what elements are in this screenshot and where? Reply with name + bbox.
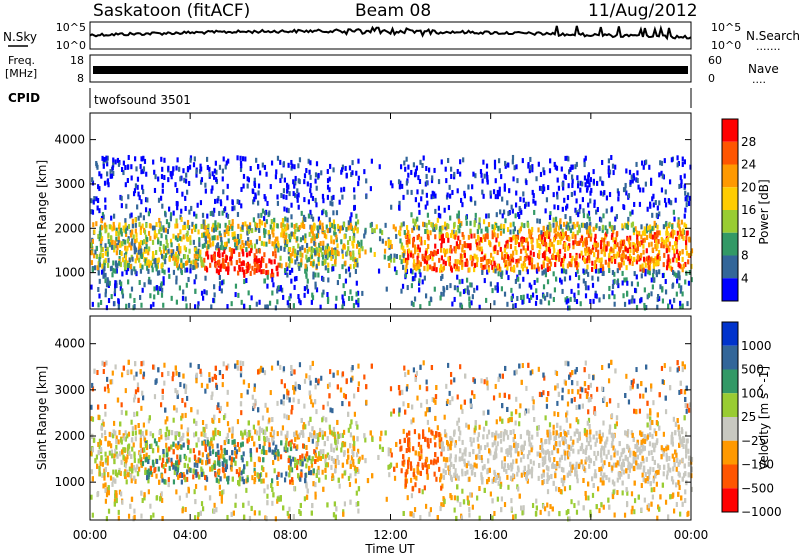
power-colorbar-swatch-1 <box>722 142 738 165</box>
vel-colorbar-swatch-4 <box>722 417 738 441</box>
nave-dots: .... <box>752 73 766 86</box>
vel-ytick-0: 1000 <box>54 475 85 489</box>
velocity-colorbar-label: Velocity [m s^-1] <box>757 366 771 470</box>
power-colorbar-tick-2: 20 <box>741 180 756 194</box>
vel-colorbar-swatch-1 <box>722 346 738 370</box>
freq-tick-bottom: 8 <box>77 72 84 85</box>
power-colorbar-swatch-7 <box>722 278 738 301</box>
nsky-right-tick-bottom: 10^0 <box>711 39 741 52</box>
x-tick-5: 20:00 <box>574 528 609 542</box>
freq-label-line1: Freq. <box>8 54 35 67</box>
date-label: 11/Aug/2012 <box>588 1 698 21</box>
power-panel: 1000 2000 3000 4000 Slant Range [km] 28 24 20… <box>35 113 771 311</box>
cpid-label: CPID <box>8 91 40 105</box>
nsky-right-tick-top: 10^5 <box>711 21 741 34</box>
vel-colorbar-swatch-2 <box>722 370 738 394</box>
power-colorbar-swatch-6 <box>722 256 738 279</box>
nsky-series <box>90 26 691 39</box>
power-colorbar-tick-6: 4 <box>741 271 749 285</box>
power-ytick-2: 3000 <box>54 177 85 191</box>
freq-series <box>93 66 688 74</box>
vel-colorbar-tick-3: 25 <box>741 410 756 424</box>
power-colorbar-tick-1: 24 <box>741 158 756 172</box>
vel-ytick-2: 3000 <box>54 383 85 397</box>
station-title: Saskatoon (fitACF) <box>93 1 250 21</box>
vel-colorbar-tick-7: −1000 <box>741 505 782 519</box>
nsky-tick-top: 10^5 <box>56 21 86 34</box>
power-ytick-3: 4000 <box>54 133 85 147</box>
power-colorbar-swatch-0 <box>722 119 738 142</box>
vel-ytick-1: 2000 <box>54 429 85 443</box>
x-axis-label: Time UT <box>364 542 415 554</box>
power-ytick-1: 2000 <box>54 221 85 235</box>
nave-tick-top: 60 <box>708 54 722 67</box>
vel-colorbar-swatch-6 <box>722 465 738 489</box>
x-tick-3: 12:00 <box>373 528 408 542</box>
nsky-label: N.Sky <box>3 30 37 44</box>
power-colorbar-swatch-2 <box>722 165 738 188</box>
freq-label-line2: [MHz] <box>5 67 37 80</box>
vel-ytick-3: 4000 <box>54 337 85 351</box>
power-ylabel: Slant Range [km] <box>35 160 49 264</box>
x-tick-1: 04:00 <box>173 528 208 542</box>
nsky-panel: N.Sky 10^5 10^0 10^5 10^0 N.Search .....… <box>3 21 800 53</box>
vel-colorbar-tick-6: −500 <box>741 481 774 495</box>
vel-colorbar-swatch-7 <box>722 488 738 512</box>
x-tick-0: 00:00 <box>73 528 108 542</box>
x-tick-2: 08:00 <box>273 528 308 542</box>
power-colorbar-swatch-4 <box>722 210 738 233</box>
power-colorbar-tick-0: 28 <box>741 135 756 149</box>
cpid-value: twofsound 3501 <box>94 93 191 107</box>
freq-panel: Freq. [MHz] 18 8 60 0 Nave .... <box>5 54 779 86</box>
nsearch-dots: ....... <box>756 40 780 53</box>
power-colorbar-swatch-3 <box>722 187 738 210</box>
power-colorbar-label: Power [dB] <box>757 179 771 244</box>
cpid-panel: CPID twofsound 3501 <box>8 88 691 108</box>
beam-label: Beam 08 <box>355 1 431 21</box>
power-ytick-0: 1000 <box>54 266 85 280</box>
freq-tick-top: 18 <box>70 54 84 67</box>
vel-colorbar-swatch-0 <box>722 322 738 346</box>
power-colorbar: 28 24 20 16 12 8 4 <box>722 119 756 301</box>
power-colorbar-tick-3: 16 <box>741 203 756 217</box>
nsky-tick-bottom: 10^0 <box>56 39 86 52</box>
power-colorbar-swatch-5 <box>722 233 738 256</box>
vel-colorbar-tick-0: 1000 <box>741 339 772 353</box>
power-colorbar-tick-5: 8 <box>741 249 749 263</box>
nave-tick-bottom: 0 <box>708 72 715 85</box>
x-tick-6: 00:00 <box>674 528 709 542</box>
vel-colorbar-swatch-5 <box>722 441 738 465</box>
power-colorbar-tick-4: 12 <box>741 226 756 240</box>
nsky-frame <box>90 22 691 49</box>
velocity-ylabel: Slant Range [km] <box>35 366 49 470</box>
x-tick-4: 16:00 <box>473 528 508 542</box>
vel-colorbar-swatch-3 <box>722 393 738 417</box>
